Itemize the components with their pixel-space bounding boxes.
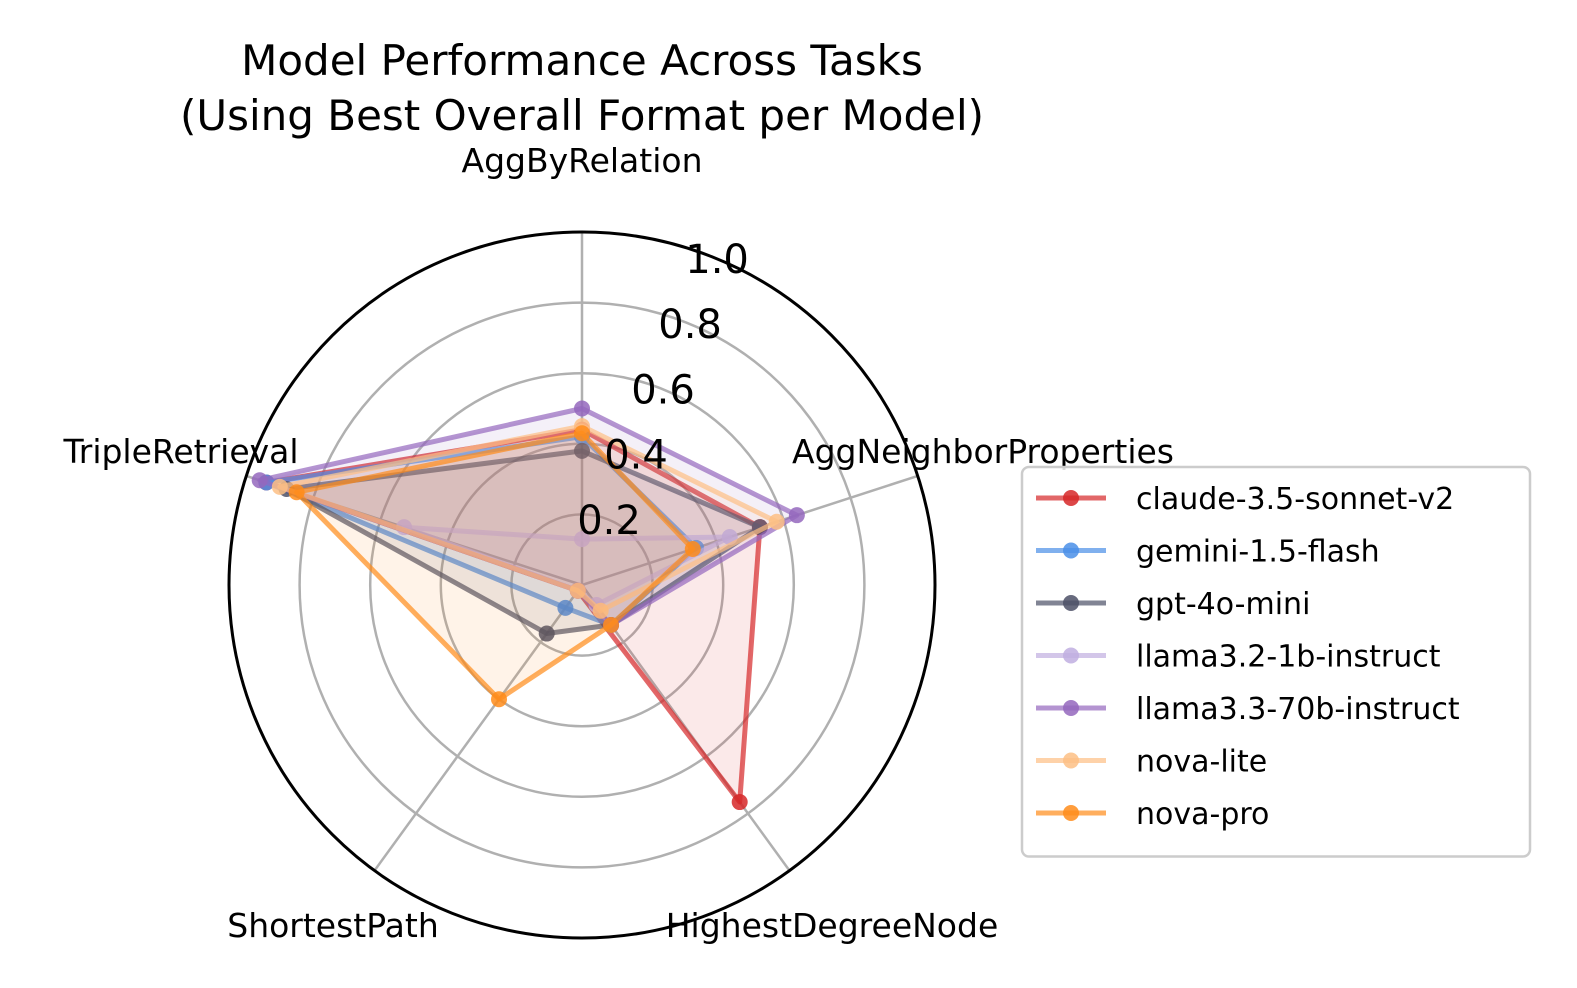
chart-title-line-1: Model Performance Across Tasks (241, 36, 923, 85)
chart-title: Model Performance Across Tasks (Using Be… (180, 36, 984, 140)
series-point-5-2 (592, 602, 609, 619)
legend-label-2: gpt-4o-mini (1136, 587, 1310, 622)
series-point-4-0 (574, 400, 590, 417)
legend-label-0: claude-3.5-sonnet-v2 (1136, 482, 1454, 517)
series-point-5-1 (768, 513, 785, 530)
series-point-1-3 (557, 599, 574, 616)
outer-frame (227, 230, 937, 940)
rtick-label-3: 0.8 (658, 302, 722, 348)
rtick-label-1: 0.4 (604, 433, 668, 479)
chart-title-line-2: (Using Best Overall Format per Model) (180, 91, 984, 140)
rtick-label-2: 0.6 (631, 367, 695, 413)
legend-marker-4 (1063, 700, 1079, 716)
legend-label-4: llama3.3-70b-instruct (1136, 692, 1460, 727)
axis-label-0: AggByRelation (462, 141, 703, 180)
series-line-6 (294, 430, 696, 702)
legend-label-1: gemini-1.5-flash (1136, 535, 1380, 570)
legend-marker-3 (1063, 647, 1079, 664)
legend-label-5: nova-lite (1136, 745, 1267, 780)
legend-marker-5 (1063, 752, 1079, 769)
series-point-6-2 (603, 616, 620, 633)
radar-axis-labels: AggByRelation AggNeighborProperties Highes… (62, 141, 1174, 945)
legend-marker-1 (1063, 542, 1079, 559)
series-line-5 (277, 423, 780, 614)
series-point-6-3 (491, 691, 508, 708)
series-point-3-0 (574, 531, 590, 548)
legend-label-3: llama3.2-1b-instruct (1136, 640, 1441, 675)
rtick-label-0: 0.2 (577, 498, 641, 544)
series-fill-6 (296, 433, 693, 700)
series-point-4-1 (788, 507, 805, 524)
legend: claude-3.5-sonnet-v2 gemini-1.5-flash gpt-… (1020, 465, 1532, 858)
series-point-5-4 (271, 478, 288, 495)
legend-box (1020, 465, 1532, 858)
rtick-label-4: 1.0 (685, 237, 749, 283)
axis-label-2: HighestDegreeNode (666, 906, 999, 945)
series-point-2-0 (574, 442, 590, 459)
radial-tick-labels: 0.2 0.4 0.6 0.8 1.0 (577, 237, 749, 544)
series-point-6-1 (684, 541, 701, 558)
series-point-6-4 (288, 484, 305, 501)
series-point-6-0 (574, 425, 590, 442)
series-point-4-4 (251, 472, 268, 489)
axis-label-4: TripleRetrieval (62, 432, 298, 471)
axis-label-1: AggNeighborProperties (792, 432, 1174, 471)
axis-label-3: ShortestPath (227, 906, 439, 945)
radar-series (251, 400, 805, 811)
series-point-0-2 (731, 794, 748, 811)
series-fill-3 (404, 527, 730, 605)
legend-label-6: nova-pro (1136, 797, 1269, 832)
spoke-1 (581, 474, 919, 587)
legend-marker-0 (1063, 490, 1079, 506)
series-point-5-3 (569, 582, 586, 599)
legend-marker-2 (1063, 595, 1079, 611)
legend-marker-6 (1063, 805, 1079, 821)
series-point-2-3 (538, 625, 555, 642)
